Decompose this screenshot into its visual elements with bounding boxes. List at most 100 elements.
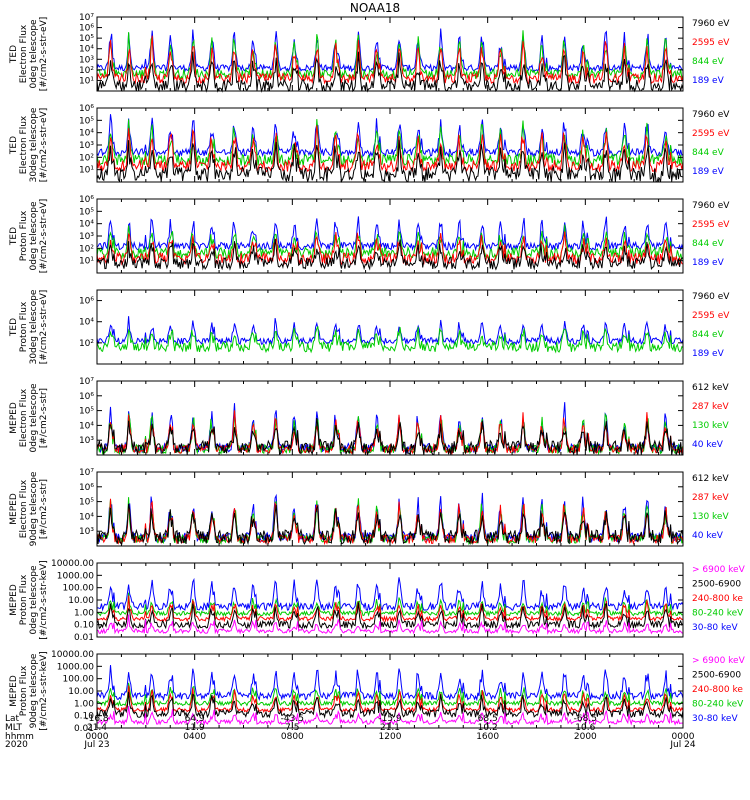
y-axis-label: [#/cm2-s-str] [39,388,49,448]
legend-entry: 2500-6900 [692,671,741,681]
series-line-ted-e-30-1 [96,119,684,168]
legend-entry: 130 keV [692,512,729,522]
series-line-ted-p-0-2 [96,231,684,266]
y-tick-label: 10⁵ [79,407,94,417]
y-tick-label: 1.00 [74,699,94,709]
y-tick-label: 10000.00 [51,559,94,569]
series-line-ted-e-30-2 [96,125,684,174]
y-tick-label: 100.00 [63,584,95,594]
y-axis-label: TED [9,318,19,337]
y-tick-label: 10⁶ [79,483,94,493]
legend-entry: 844 eV [692,148,725,158]
y-axis-label: 0deg telescope [29,565,39,635]
y-tick-label: 10³ [79,436,94,446]
y-tick-label: 10⁷ [79,13,94,23]
legend-entry: 844 eV [692,330,725,340]
series-line-ted-e-30-0 [96,114,684,158]
legend-entry: 7960 eV [692,292,730,302]
series-line-meped-p-0-1 [96,592,684,618]
legend-entry: 2595 eV [692,311,730,321]
y-tick-label: 10² [79,153,94,163]
y-tick-label: 10.00 [68,687,94,697]
y-tick-label: 10¹ [79,257,94,267]
x-row-label: MLT [5,723,23,733]
series-line-ted-e-0-0 [96,28,684,73]
y-axis-label: [#/cm2-s-str-keV] [39,651,49,730]
series-line-ted-p-0-0 [96,216,684,252]
legend-entry: 7960 eV [692,201,730,211]
legend-entry: 240-800 ke [692,594,743,604]
series-line-meped-p-0-0 [96,577,684,612]
series-line-ted-e-30-3 [96,139,684,183]
x-tick-label: -43.5 [281,714,304,724]
y-tick-label: 10² [79,66,94,76]
y-axis-label: [#/cm2-s-str-eV] [39,108,49,183]
legend-entry: 189 eV [692,167,725,177]
y-axis-label: Electron Flux [19,388,29,447]
x-tick-label: 7.5 [285,723,299,733]
y-axis-label: 30deg telescope [29,107,39,182]
x-tick-label: 21.1 [380,723,400,733]
legend-entry: > 6900 keV [692,656,746,666]
y-tick-label: 10³ [79,232,94,242]
legend-entry: 40 keV [692,440,724,450]
x-tick-label: 64.9 [185,714,205,724]
y-tick-label: 10³ [79,527,94,537]
series-line-meped-p-0-2 [96,595,684,623]
x-tick-label: -15.9 [378,714,402,724]
y-tick-label: 10¹ [79,76,94,86]
y-tick-label: 10⁷ [79,468,94,478]
series-line-ted-e-0-2 [96,35,684,86]
y-axis-label: 30deg telescope [29,289,39,364]
y-axis-label: [#/cm2-s-str-eV] [39,17,49,92]
x-tick-label: 2000 [574,732,597,742]
y-axis-label: 0deg telescope [29,19,39,89]
y-axis-label: TED [9,136,19,155]
y-axis-label: [#/cm2-s-str-eV] [39,290,49,365]
y-tick-label: 0.01 [74,633,94,643]
y-tick-label: 10⁶ [79,195,94,205]
x-row-label: hhmm [5,732,34,742]
x-tick-label: 68.5 [478,714,498,724]
series-line-meped-p-0-3 [96,602,684,631]
legend-entry: 612 keV [692,383,729,393]
series-line-meped-e-0-2 [96,410,684,456]
y-tick-label: 10⁶ [79,24,94,34]
y-axis-label: 0deg telescope [29,383,39,453]
x-tick-label: 10.2 [478,723,498,733]
x-tick-label: 0400 [183,732,206,742]
legend-entry: 30-80 keV [692,714,738,724]
y-axis-label: Proton Flux [19,574,29,625]
x-tick-label: -68.5 [574,714,597,724]
x-tick-label: 21.4 [87,723,107,733]
legend-entry: 80-240 keV [692,700,744,710]
series-line-meped-p-90-2 [96,685,684,714]
y-axis-label: Proton Flux [19,210,29,261]
y-tick-label: 0.10 [74,621,94,631]
y-tick-label: 10⁴ [79,129,94,139]
y-tick-label: 10⁵ [79,34,94,44]
legend-entry: 844 eV [692,57,725,67]
y-tick-label: 10.00 [68,596,94,606]
y-tick-label: 1000.00 [57,571,94,581]
y-axis-label: 0deg telescope [29,201,39,271]
y-tick-label: 10⁵ [79,207,94,217]
y-tick-label: 0.01 [74,724,94,734]
y-axis-label: MEPED [9,402,19,434]
y-tick-label: 10⁷ [79,377,94,387]
series-line-ted-p-30-0 [96,316,684,346]
y-axis-label: 90deg telescope [29,653,39,728]
legend-entry: 844 eV [692,239,725,249]
y-tick-label: 100.00 [63,675,95,685]
y-tick-label: 10⁴ [79,45,94,55]
legend-entry: 2500-6900 [692,580,741,590]
legend-entry: 240-800 ke [692,685,743,695]
legend-entry: 7960 eV [692,110,730,120]
legend-entry: 30-80 keV [692,623,738,633]
legend-entry: 130 keV [692,421,729,431]
legend-entry: 7960 eV [692,19,730,29]
y-tick-label: 10⁶ [79,297,94,307]
y-tick-label: 10¹ [79,166,94,176]
x-tick-label: 0800 [281,732,304,742]
